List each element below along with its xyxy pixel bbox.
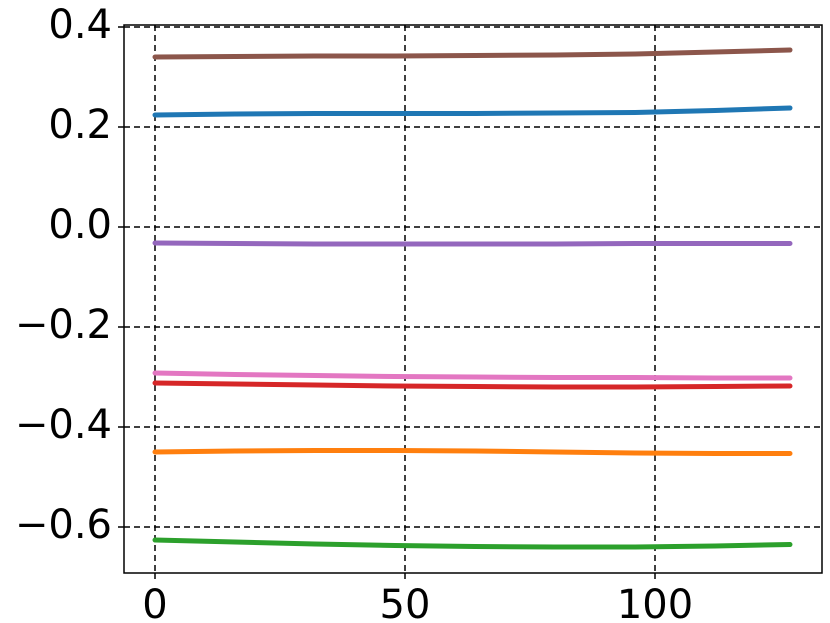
series-line <box>152 47 793 60</box>
x-tick-label: 0 <box>142 582 167 623</box>
series-line <box>152 537 793 550</box>
x-tick-label: 50 <box>380 582 431 623</box>
series-line <box>152 370 793 381</box>
y-tick-label: −0.4 <box>15 402 112 448</box>
series-line <box>152 105 793 118</box>
y-tick-label: 0.0 <box>48 202 112 248</box>
series-line <box>152 380 793 390</box>
y-tick-label: −0.2 <box>15 302 112 348</box>
y-tick-label: 0.4 <box>48 2 112 48</box>
series-line <box>152 448 793 456</box>
series-line <box>152 240 793 247</box>
x-tick-label: 100 <box>617 582 693 623</box>
y-tick-label: 0.2 <box>48 102 112 148</box>
plot-frame <box>123 24 823 574</box>
y-tick-label: −0.6 <box>15 502 112 548</box>
